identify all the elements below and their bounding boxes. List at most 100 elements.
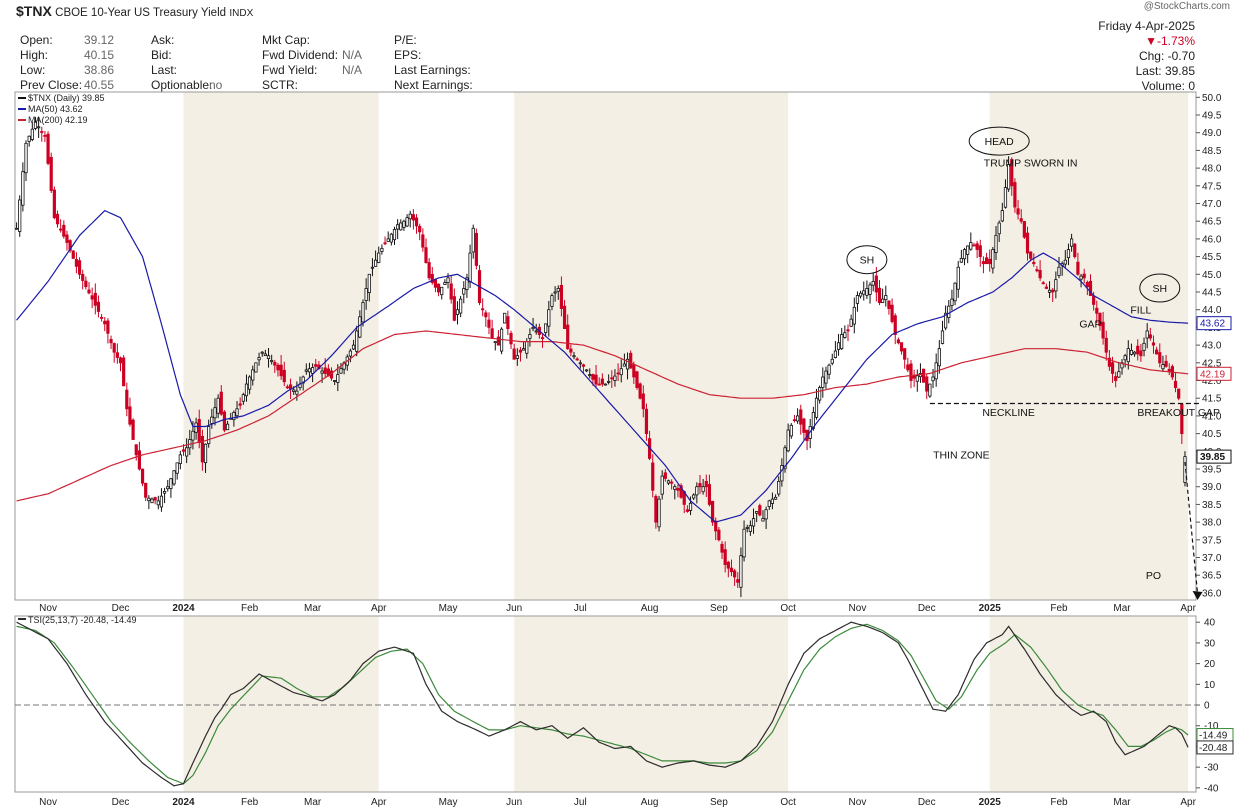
candle-body bbox=[786, 429, 790, 452]
year-band bbox=[989, 616, 1189, 792]
quote-label: Open: bbox=[20, 33, 53, 47]
tsi-line bbox=[16, 621, 1189, 787]
candle-body bbox=[270, 360, 274, 362]
axis-value-tag bbox=[1196, 449, 1232, 464]
annotation-circle bbox=[968, 126, 1030, 156]
candle-body bbox=[493, 341, 497, 343]
candle-body bbox=[1007, 164, 1011, 190]
x-tick-label: Dec bbox=[918, 603, 936, 614]
candle-body bbox=[292, 389, 296, 392]
quote-label: Optionable: bbox=[151, 78, 213, 92]
volume-value: Volume: 0 bbox=[1141, 79, 1195, 93]
ma200-line bbox=[16, 330, 1189, 502]
y-tick-label: 44.0 bbox=[1202, 305, 1222, 316]
candle-body bbox=[254, 362, 258, 373]
candle-body bbox=[43, 134, 47, 137]
y-tick-label: 40.5 bbox=[1202, 429, 1222, 440]
candle-body bbox=[128, 406, 132, 425]
quote-label: Ask: bbox=[151, 33, 175, 47]
candle-body bbox=[944, 312, 948, 329]
candle-body bbox=[950, 298, 954, 306]
candle-body bbox=[635, 371, 639, 388]
quote-row: Mkt Cap: bbox=[262, 33, 338, 48]
quote-value: 40.15 bbox=[84, 48, 115, 62]
candle-body bbox=[714, 520, 718, 532]
candle-body bbox=[162, 491, 167, 494]
candle-body bbox=[663, 472, 667, 479]
candle-body bbox=[1088, 280, 1093, 296]
candle-body bbox=[868, 284, 872, 295]
y-tick-label: -30 bbox=[1204, 763, 1219, 774]
candle-body bbox=[770, 498, 775, 504]
annotation-label: HEAD bbox=[985, 136, 1015, 148]
candle-body bbox=[1085, 282, 1089, 288]
tsi-panel-frame bbox=[14, 615, 1197, 793]
quote-row: Last Earnings: bbox=[394, 63, 473, 78]
candle-body bbox=[87, 289, 91, 294]
candle-body bbox=[1126, 348, 1130, 363]
candle-body bbox=[821, 376, 825, 388]
candle-body bbox=[997, 222, 1001, 235]
candle-body bbox=[241, 394, 245, 402]
candle-body bbox=[777, 481, 781, 495]
y-tick-label: 37.0 bbox=[1202, 553, 1222, 564]
candle-body bbox=[509, 332, 513, 345]
candle-body bbox=[783, 447, 787, 470]
candle-body bbox=[931, 376, 935, 382]
candle-body bbox=[389, 233, 393, 243]
candle-body bbox=[355, 330, 359, 352]
candle-body bbox=[758, 505, 762, 516]
candle-body bbox=[1041, 282, 1045, 285]
candle-body bbox=[282, 369, 286, 383]
year-band bbox=[514, 92, 789, 600]
candle-body bbox=[915, 375, 919, 382]
candle-body bbox=[840, 334, 844, 350]
candle-body bbox=[692, 494, 696, 499]
candle-body bbox=[704, 480, 708, 488]
x-tick-label: 2024 bbox=[172, 603, 195, 614]
candle-body bbox=[988, 258, 992, 265]
candle-body bbox=[93, 292, 97, 306]
candle-body bbox=[49, 156, 53, 191]
candle-body bbox=[833, 350, 838, 358]
ticker-symbol: $TNX bbox=[16, 3, 52, 19]
candle-body bbox=[562, 305, 567, 329]
candle-body bbox=[887, 300, 891, 309]
candle-body bbox=[433, 279, 438, 288]
candle-body bbox=[745, 527, 749, 529]
candle-body bbox=[68, 240, 72, 251]
year-band bbox=[514, 616, 789, 792]
candle-body bbox=[865, 288, 869, 296]
candle-body bbox=[884, 295, 888, 300]
candle-body bbox=[984, 257, 989, 265]
candle-body bbox=[881, 298, 885, 303]
y-tick-label: 38.5 bbox=[1202, 500, 1222, 511]
candle-body bbox=[266, 355, 271, 359]
candle-body bbox=[386, 238, 390, 242]
candle-body bbox=[1110, 362, 1115, 374]
x-tick-label: Jul bbox=[574, 797, 587, 808]
axis-value-tag-text: 43.62 bbox=[1200, 319, 1225, 330]
quote-date: Friday 4-Apr-2025 bbox=[1098, 19, 1195, 33]
candle-body bbox=[925, 376, 929, 392]
candle-body bbox=[421, 234, 425, 248]
candle-body bbox=[1073, 243, 1077, 258]
annotation-label: TRUMP SWORN IN bbox=[984, 157, 1078, 169]
candle-body bbox=[1079, 275, 1083, 280]
candle-body bbox=[383, 242, 387, 245]
candle-body bbox=[153, 497, 157, 501]
candle-body bbox=[1107, 357, 1111, 367]
quote-label: High: bbox=[20, 48, 49, 62]
quote-row: P/E: bbox=[394, 33, 473, 48]
candle-body bbox=[392, 229, 397, 241]
candle-body bbox=[295, 390, 299, 395]
quote-row: EPS: bbox=[394, 48, 473, 63]
candle-body bbox=[169, 478, 173, 489]
candle-body bbox=[131, 419, 135, 440]
x-tick-label: Jun bbox=[506, 797, 522, 808]
x-tick-label: Feb bbox=[1050, 603, 1068, 614]
candle-body bbox=[830, 358, 834, 364]
quote-column-3: Mkt Cap: Fwd Dividend: N/A Fwd Yield: N/A SCT… bbox=[262, 33, 362, 93]
candle-body bbox=[1101, 321, 1105, 339]
candle-body bbox=[1123, 355, 1127, 361]
